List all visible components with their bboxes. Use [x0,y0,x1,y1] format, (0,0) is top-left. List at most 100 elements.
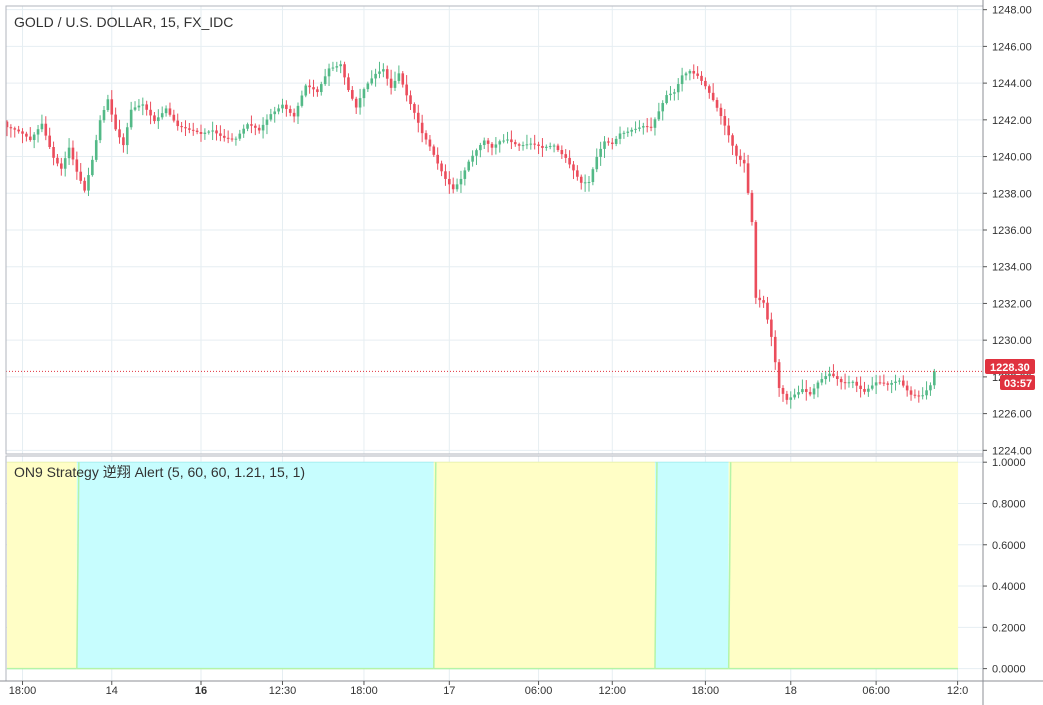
candle-down [742,159,746,164]
candle-up [688,70,692,74]
candle-up [463,170,467,179]
candle-up [125,127,129,146]
main-y-tick-label: 1238.00 [992,188,1032,200]
candle-up [63,158,67,169]
candle-up [467,161,471,171]
candle-down [75,159,79,172]
candle-up [370,78,374,84]
candle-down [731,135,734,146]
zone-cyan [654,462,729,669]
candle-up [40,123,44,130]
candle-up [494,144,498,148]
candle-down [25,133,28,137]
candle-down [250,124,253,126]
candle-up [98,120,102,141]
candle-down [5,121,9,128]
candle-up [673,92,676,94]
candle-up [234,138,238,140]
candle-up [661,103,665,112]
candle-up [669,93,672,96]
candle-down [389,78,393,88]
candle-up [642,126,645,128]
candle-up [331,67,335,69]
candle-up [164,108,168,114]
candle-down [777,362,781,388]
zone-yellow [433,462,655,669]
candle-up [203,132,207,134]
candle-up [265,119,269,125]
candle-down [541,145,544,148]
zone-cyan [76,462,434,669]
candle-up [793,394,796,398]
main-y-tick-label: 1246.00 [992,41,1032,53]
candle-down [153,115,156,122]
zone-transition-edge [727,462,732,669]
candle-up [133,107,137,110]
candle-down [56,157,59,164]
x-tick-label: 12:0 [947,685,968,697]
candle-up [300,95,304,106]
candle-up [393,80,397,88]
candle-up [475,150,478,156]
candles-layer [5,60,983,409]
candle-down [71,147,75,160]
candle-up [929,385,932,391]
candle-up [653,119,657,128]
candle-down [448,178,451,185]
candle-up [67,147,71,159]
candle-down [913,394,917,396]
main-y-tick-label: 1240.00 [992,152,1032,164]
candle-down [316,89,319,93]
indicator-y-tick-label: 0.8000 [992,498,1026,510]
main-y-tick-label: 1248.00 [992,5,1032,17]
candle-down [808,391,812,395]
candle-down [409,95,412,105]
candle-down [707,86,711,93]
candle-down [191,129,195,131]
candle-up [684,73,688,76]
candle-up [32,134,36,140]
candle-up [382,69,385,72]
main-y-tick-label: 1232.00 [992,298,1032,310]
candle-up [277,108,280,112]
candle-down [754,222,758,298]
candle-up [545,146,548,148]
candle-up [87,175,90,191]
candle-down [9,127,13,129]
candle-down [723,116,727,126]
candle-down [746,163,750,193]
zone-transition-edge [654,462,658,669]
candle-down [230,138,234,140]
candle-down [114,114,117,130]
candle-up [890,382,893,385]
candle-up [812,388,816,395]
candle-down [486,140,490,144]
candle-up [335,66,339,68]
last-price-label: 1228.30 [990,362,1030,374]
candle-down [44,123,48,136]
candle-down [440,163,443,172]
candle-up [261,124,265,131]
candle-up [587,182,591,184]
candle-up [630,129,633,132]
candle-down [781,387,785,394]
candle-down [215,130,218,134]
candle-down [254,125,257,128]
candle-down [176,120,180,127]
candle-up [680,75,684,85]
candle-down [579,176,583,183]
candle-up [867,388,870,392]
candle-up [874,382,878,386]
candle-up [583,182,587,184]
candle-up [358,98,362,108]
candle-down [576,170,579,177]
candle-down [510,139,513,143]
candle-up [828,373,831,377]
candle-up [548,146,552,148]
candle-down [118,129,121,138]
candle-up [847,382,851,384]
candle-down [773,336,777,363]
candle-down [735,145,738,156]
